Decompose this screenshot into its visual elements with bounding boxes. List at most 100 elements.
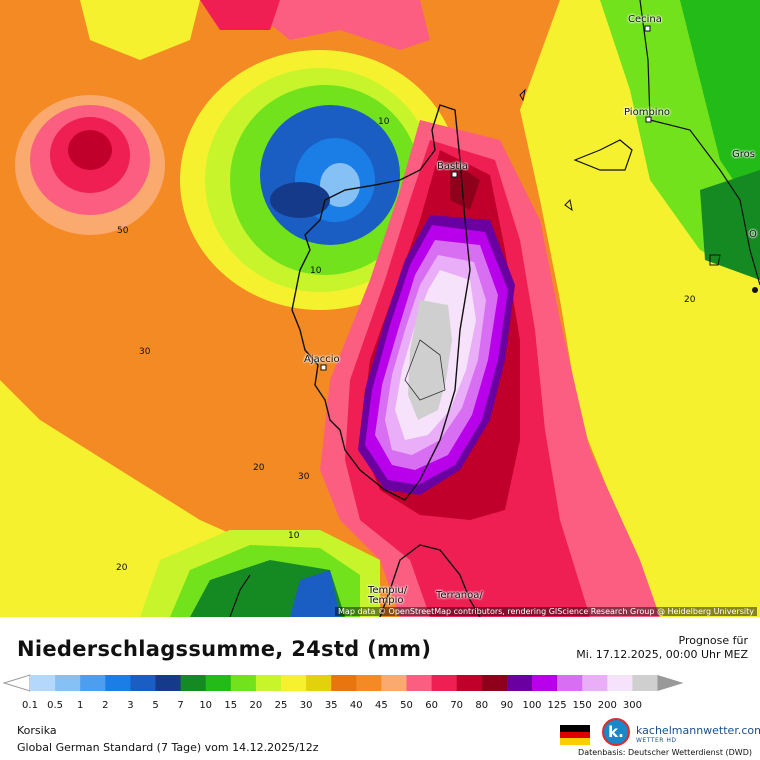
brand-name[interactable]: kachelmannwetter.com xyxy=(636,724,760,737)
legend-tick-label: 2 xyxy=(102,700,109,711)
corsica-coastline xyxy=(291,104,471,501)
legend-tick-label: 5 xyxy=(152,700,159,711)
cecina-marker xyxy=(644,25,651,32)
legend-tick-label: 125 xyxy=(547,700,567,711)
legend-tick-label: 15 xyxy=(224,700,238,711)
legend-swatch xyxy=(431,675,458,691)
legend-swatch xyxy=(356,675,382,691)
legend-tick-label: 45 xyxy=(375,700,388,711)
legend-swatch xyxy=(30,675,56,691)
contour-label: 30 xyxy=(139,347,151,357)
legend-tick-label: 300 xyxy=(622,700,642,711)
contour-label: 50 xyxy=(117,226,129,236)
pianosa-coastline xyxy=(564,198,573,212)
zone-north-red xyxy=(200,0,280,30)
legend-tick-label: 25 xyxy=(274,700,288,711)
legend-tick-label: 100 xyxy=(522,700,542,711)
sardinia-coastline xyxy=(379,544,481,617)
sardinia-west-coastline xyxy=(229,574,251,617)
contour-label: 10 xyxy=(310,266,322,276)
contour-label: 30 xyxy=(298,472,310,482)
model-run-label: Global German Standard (7 Tage) vom 14.1… xyxy=(17,741,319,754)
legend-tick-label: 30 xyxy=(299,700,313,711)
legend-tick-label: 35 xyxy=(324,700,338,711)
city-label-bastia: Bastia xyxy=(437,161,469,172)
contour-label: 20 xyxy=(253,463,265,473)
legend-swatch xyxy=(306,675,332,691)
zone-tuscany-deepgreen xyxy=(700,170,760,280)
forecast-label: Prognose für xyxy=(678,634,749,647)
map-attribution[interactable]: Map data © OpenStreetMap contributors, r… xyxy=(335,607,757,616)
precipitation-map[interactable]: Cecina Piombino Bastia Ajaccio Gros O Te… xyxy=(0,0,760,617)
legend-swatch xyxy=(632,675,658,691)
contour-label: 20 xyxy=(116,563,128,573)
map-title: Niederschlagssumme, 24std (mm) xyxy=(17,637,432,661)
legend-swatch xyxy=(80,675,106,691)
legend-swatch xyxy=(205,675,232,691)
capraia-coastline xyxy=(519,88,526,102)
elba-coastline xyxy=(573,139,633,171)
zone-north-yellow xyxy=(80,0,200,60)
zone-sw-blue xyxy=(290,570,340,617)
city-label-grosseto: Gros xyxy=(732,149,755,160)
legend-panel: Niederschlagssumme, 24std (mm) Prognose … xyxy=(0,617,760,760)
legend-tick-label: 10 xyxy=(199,700,213,711)
zone-nw-navy xyxy=(270,182,330,218)
contour-label: 10 xyxy=(288,531,300,541)
legend-swatch xyxy=(456,675,483,691)
flag-stripe-gold xyxy=(560,738,590,745)
legend-tick-label: 50 xyxy=(400,700,413,711)
legend-tick-label: 0.1 xyxy=(22,700,38,711)
legend-tick-label: 7 xyxy=(177,700,184,711)
legend-swatch xyxy=(557,675,583,691)
legend-cap-low xyxy=(2,674,31,692)
giglio-coastline xyxy=(709,254,721,266)
department-border xyxy=(404,339,446,401)
piombino-marker xyxy=(645,116,652,123)
grosseto-marker xyxy=(752,287,758,293)
bastia-marker xyxy=(451,171,458,178)
ajaccio-marker xyxy=(320,364,327,371)
kachelmannwetter-logo-icon[interactable]: k. xyxy=(602,718,630,746)
legend-swatch xyxy=(180,675,207,691)
city-label-terranova: Terranoa/ xyxy=(436,590,483,601)
legend-swatch xyxy=(607,675,633,691)
contour-label: 20 xyxy=(684,295,696,305)
legend-swatch xyxy=(481,675,508,691)
zone-tuscany-darkgreen xyxy=(680,0,760,220)
contour-label: 10 xyxy=(378,117,390,127)
legend-tick-label: 3 xyxy=(127,700,134,711)
precipitation-field xyxy=(0,0,760,617)
city-label-ajaccio: Ajaccio xyxy=(304,354,340,365)
forecast-time: Mi. 17.12.2025, 00:00 Uhr MEZ xyxy=(576,648,748,661)
legend-swatch xyxy=(230,675,257,691)
zone-north-pink xyxy=(240,0,430,50)
legend-swatch xyxy=(281,675,307,691)
legend-tick-label: 200 xyxy=(597,700,617,711)
brand-subtitle: WETTER HD xyxy=(636,737,677,744)
italy-coastline xyxy=(639,0,760,286)
legend-swatch xyxy=(55,675,81,691)
legend-swatch xyxy=(255,675,282,691)
legend-swatch xyxy=(532,675,558,691)
city-label-tempio: Tempiu/ Tempio xyxy=(368,585,408,606)
legend-swatch xyxy=(506,675,533,691)
legend-swatch xyxy=(105,675,131,691)
data-source-label: Datenbasis: Deutscher Wetterdienst (DWD) xyxy=(578,748,752,757)
zone-nw-paleblue xyxy=(320,163,360,207)
legend-swatch xyxy=(582,675,608,691)
color-legend: 0.1 0.5 1 2 3 5 7 10 15 20 25 30 35 40 45 50 60 70 80 90 100… xyxy=(0,670,760,711)
legend-swatch xyxy=(155,675,182,691)
legend-tick-label: 40 xyxy=(349,700,363,711)
legend-tick-label: 150 xyxy=(572,700,592,711)
legend-tick-label: 90 xyxy=(500,700,514,711)
zone-core-gray xyxy=(408,300,452,420)
legend-tick-label: 60 xyxy=(425,700,438,711)
legend-tick-label: 20 xyxy=(249,700,263,711)
city-label-orbetello: O xyxy=(749,229,757,240)
german-flag-icon xyxy=(560,725,590,745)
legend-swatch xyxy=(331,675,357,691)
legend-swatch xyxy=(130,675,156,691)
region-label: Korsika xyxy=(17,724,57,737)
legend-swatch xyxy=(406,675,433,691)
